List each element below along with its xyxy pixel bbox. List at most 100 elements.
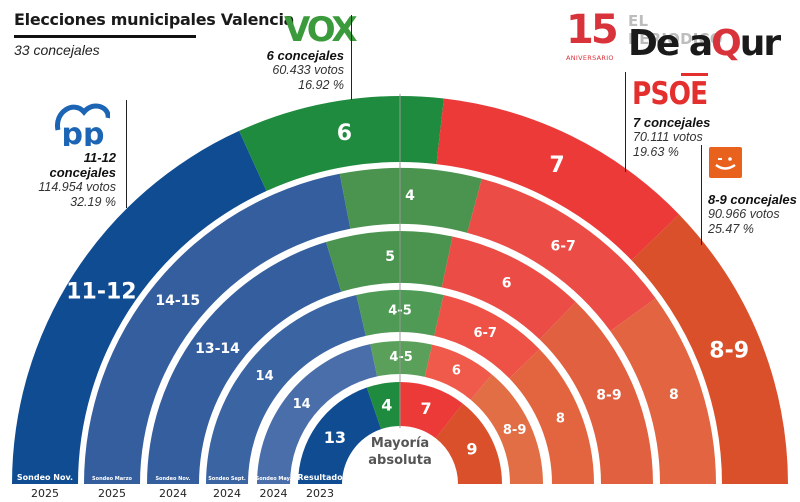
segment-compromis	[610, 298, 716, 484]
segment-label: 8-9	[596, 387, 621, 403]
segment-label: 6	[337, 121, 352, 146]
psoe-pct: 19.63 %	[633, 145, 679, 159]
ring-year-label: 2024	[260, 487, 288, 500]
segment-label: 4	[381, 396, 392, 415]
ring-name-label: Sondeo Sept.	[208, 476, 246, 482]
brand-line1: EL PERIODICO	[628, 12, 723, 48]
smile-icon	[715, 157, 736, 170]
pp-seats: 11-12 concejales	[49, 150, 117, 180]
segment-psoe	[436, 98, 680, 261]
brand-line2-a: De a	[628, 23, 713, 64]
segment-vox	[370, 341, 433, 377]
vox-info: 6 concejales 60.433 votos 16.92 %	[260, 48, 344, 93]
pp-info: 11-12 concejales 114.954 votos 32.19 %	[30, 150, 116, 210]
segment-label: 14	[293, 397, 311, 412]
brand-line2: De aQur	[628, 23, 781, 64]
compromis-info: 8-9 concejales 90.966 votos 25.47 %	[708, 192, 797, 237]
psoe-logo-bar	[681, 73, 708, 76]
segment-compromis	[470, 374, 543, 484]
segment-vox	[339, 168, 482, 233]
segment-pp	[206, 294, 366, 484]
ring-1: 14-15 4 6-7 8 Sondeo Marzo 2025	[84, 168, 716, 500]
segment-label: 8	[556, 412, 565, 427]
compromis-votes: 90.966 votos	[708, 207, 780, 221]
anniversary-number: 15	[566, 7, 619, 53]
pp-logo-icon: pp	[55, 103, 110, 146]
ring-name-label: Resultado	[297, 473, 343, 482]
segment-pp	[147, 242, 342, 484]
ring-0: 11-12 6 7 8-9 Sondeo Nov. 2025	[12, 95, 788, 500]
segment-compromis	[539, 302, 653, 484]
psoe-logo: PSOE	[632, 76, 708, 112]
ring-year-label: 2023	[306, 487, 334, 500]
psoe-seats: 7 concejales	[633, 115, 711, 130]
majority-label-2: absoluta	[368, 453, 431, 468]
segment-pp	[298, 387, 382, 484]
pp-votes: 114.954 votos	[38, 180, 116, 194]
segment-pp	[84, 173, 351, 484]
ring-4: 14 4-5 6 8-9 Sondeo May. 2024	[256, 341, 543, 500]
segment-vox	[326, 231, 453, 292]
compromis-seats: 8-9 concejales	[708, 192, 797, 207]
segment-compromis	[509, 349, 594, 484]
chart-subtitle: 33 concejales	[14, 42, 100, 58]
ring-name-label: Sondeo May.	[256, 476, 292, 482]
psoe-votes: 70.111 votos	[633, 130, 703, 144]
segment-pp	[12, 130, 267, 484]
segment-psoe	[400, 382, 463, 439]
ring-3: 14 4-5 6-7 8 Sondeo Sept. 2024	[206, 289, 594, 500]
segment-label: 9	[466, 439, 477, 458]
ring-name-label: Sondeo Nov.	[17, 473, 73, 482]
segment-label: 6	[452, 363, 461, 378]
svg-text:pp: pp	[62, 117, 105, 146]
segment-label: 7	[549, 153, 564, 178]
segment-label: 14-15	[155, 293, 200, 309]
vox-leader-line	[351, 15, 352, 100]
majority-label-1: Mayoría	[371, 436, 429, 451]
segment-vox	[239, 95, 444, 191]
segment-label: 8-9	[709, 339, 749, 364]
title-underline	[14, 35, 196, 38]
segment-label: 14	[256, 369, 274, 384]
compromis-leader-line	[701, 145, 702, 245]
baseline-mask	[0, 484, 800, 486]
segment-label: 8	[669, 387, 679, 403]
segment-psoe	[424, 344, 492, 400]
segment-pp	[257, 344, 378, 484]
vox-votes: 60.433 votos	[272, 63, 344, 77]
ring-5: 13 4 7 9 Resultado 2023	[297, 382, 502, 500]
segment-psoe	[434, 294, 540, 379]
segment-label: 6	[502, 276, 512, 292]
vox-seats: 6 concejales	[266, 48, 344, 63]
segment-label: 6-7	[550, 239, 575, 255]
segment-label: 7	[420, 399, 431, 418]
brand-line2-q: Q	[711, 23, 742, 64]
segment-label: 11-12	[66, 279, 136, 304]
ring-year-label: 2025	[31, 487, 59, 500]
pp-leader-line	[126, 100, 127, 208]
segment-label: 4	[405, 188, 415, 204]
segment-label: 13	[324, 428, 346, 447]
anniversary-label: ANIVERSARIO	[566, 54, 614, 62]
brand-line2-b: ur	[739, 23, 781, 64]
segment-compromis	[435, 403, 502, 484]
ring-year-label: 2025	[98, 487, 126, 500]
pp-pct: 32.19 %	[70, 195, 116, 209]
segment-psoe	[467, 178, 656, 332]
psoe-leader-line	[625, 72, 626, 172]
compromis-pct: 25.47 %	[708, 222, 754, 236]
ring-name-label: Sondeo Nov.	[155, 476, 190, 482]
ring-name-label: Sondeo Marzo	[92, 476, 132, 482]
segment-compromis	[631, 214, 788, 485]
psoe-info: 7 concejales 70.111 votos 19.63 %	[633, 115, 710, 160]
ring-2: 13-14 5 6 8-9 Sondeo Nov. 2024	[147, 231, 653, 500]
vox-pct: 16.92 %	[298, 78, 344, 92]
segment-vox	[366, 382, 400, 430]
segment-psoe	[441, 236, 576, 340]
ring-year-label: 2024	[159, 487, 187, 500]
ring-year-label: 2024	[213, 487, 241, 500]
segment-label: 4-5	[389, 350, 413, 365]
compromis-logo-icon	[709, 147, 742, 178]
segment-label: 13-14	[195, 341, 240, 357]
